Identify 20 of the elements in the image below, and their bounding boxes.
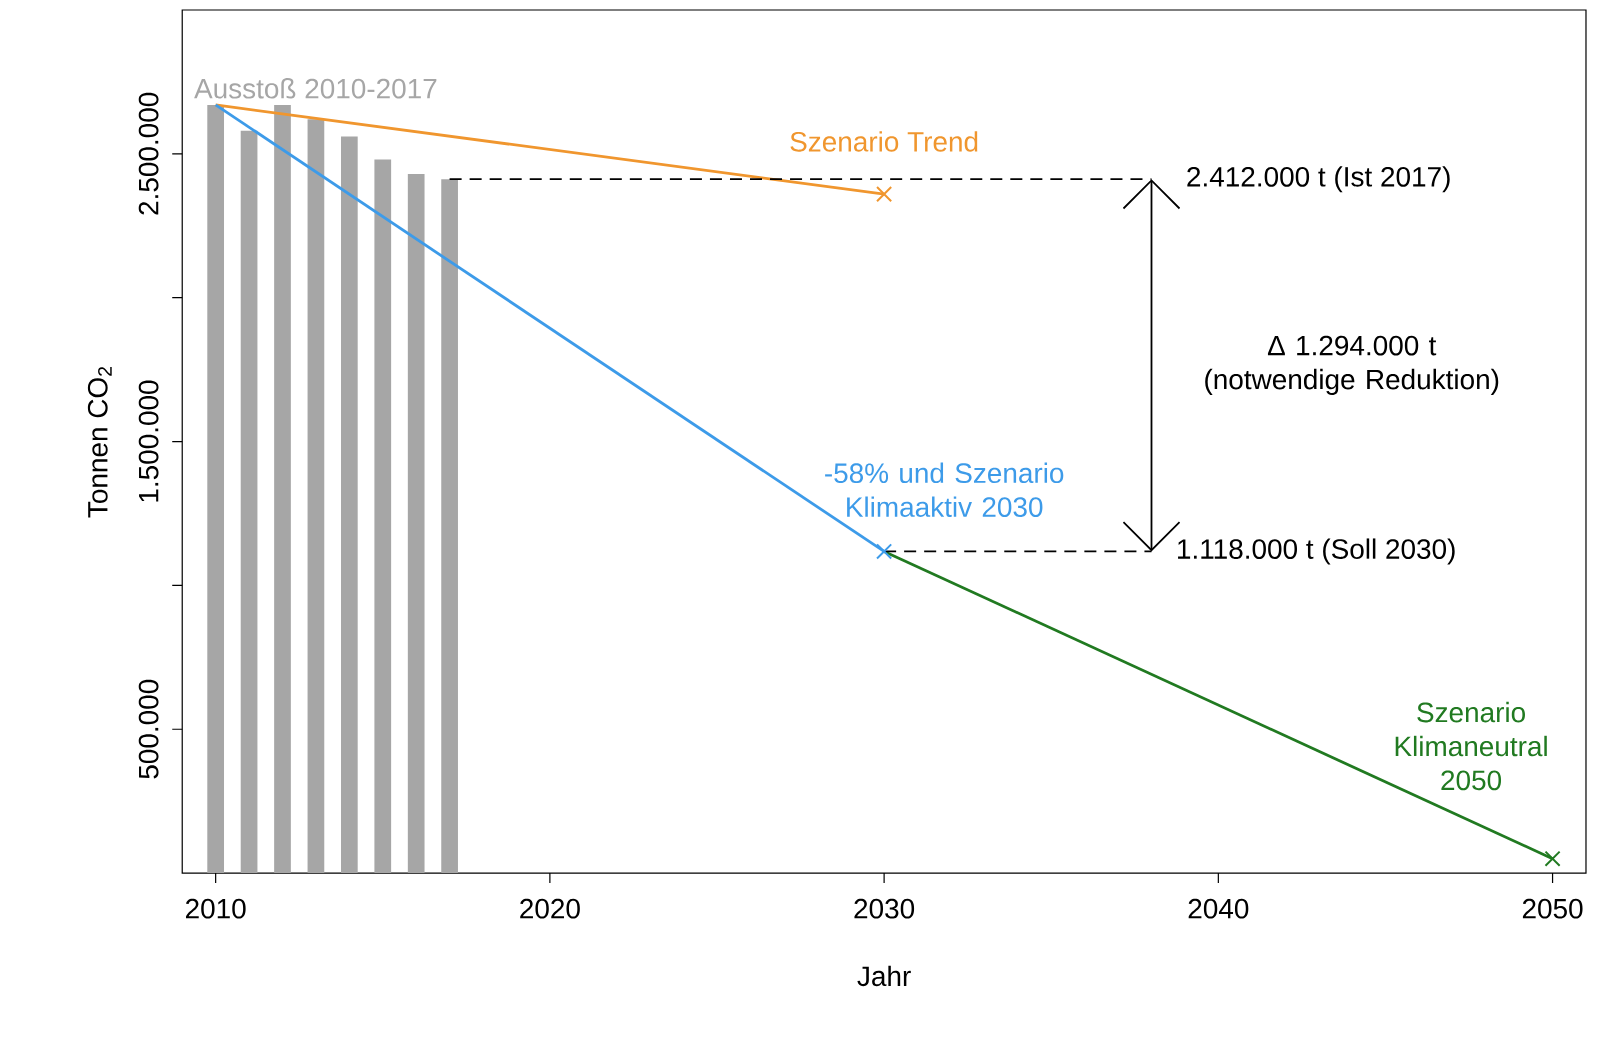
point: [876, 185, 893, 203]
annotation: Δ 1.294.000 t (notwendige Reduktion): [1205, 335, 1499, 395]
series-label: Szenario Trend: [790, 131, 978, 152]
point: [876, 543, 893, 560]
x-axis-title: Jahr: [857, 965, 911, 987]
annotation: 2.412.000 t (Ist 2017): [1187, 166, 1450, 193]
x-tick-label: 2020: [520, 898, 580, 919]
y-axis-title: Tonnen CO$_{2}$: [87, 366, 112, 518]
series-label: -58% und Szenario Klimaaktiv 2030: [825, 462, 1064, 517]
x-tick-label: 2010: [185, 898, 246, 919]
series-label: Ausstoß 2010-2017: [194, 77, 437, 99]
x-tick-label: 2030: [854, 898, 915, 919]
y-tick-label: 500.000: [138, 679, 159, 779]
series-label: Szenario Klimaneutral 2050: [1395, 701, 1547, 791]
x-tick-label: 2040: [1188, 898, 1249, 919]
x-tick-label: 2050: [1522, 898, 1583, 919]
y-tick-label: 2.500.000: [138, 92, 159, 215]
y-tick-label: 1.500.000: [138, 380, 159, 502]
annotation: 1.118.000 t (Soll 2030): [1178, 538, 1455, 565]
point: [1544, 850, 1561, 867]
